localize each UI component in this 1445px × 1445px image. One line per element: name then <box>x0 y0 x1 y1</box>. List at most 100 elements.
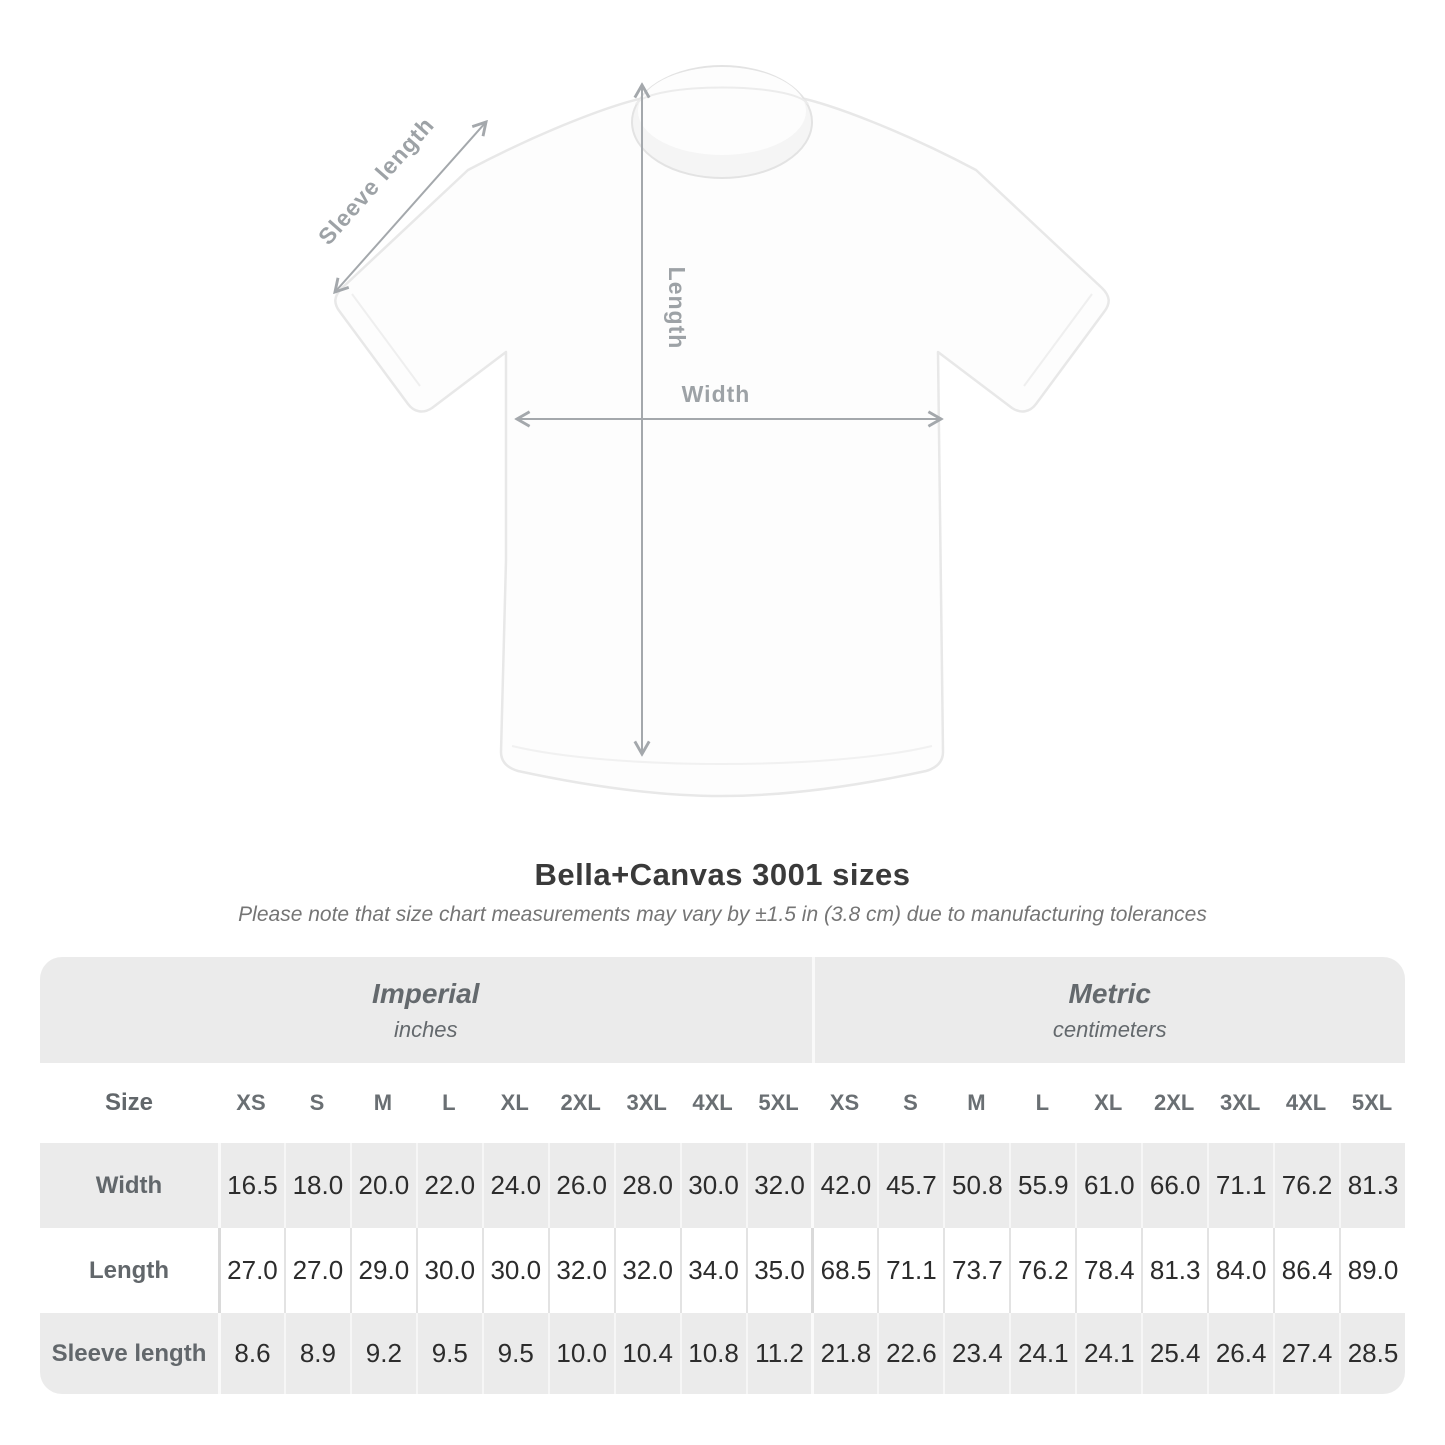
value-cell: 81.3 <box>1141 1228 1207 1313</box>
row-label: Sleeve length <box>51 1339 207 1367</box>
value-cell: 84.0 <box>1207 1228 1273 1313</box>
right-sleeve-hem <box>1023 293 1093 387</box>
tshirt-measurement-diagram: Sleeve length Length Width <box>313 65 1110 798</box>
value-cell: 50.8 <box>943 1143 1009 1228</box>
page-title: Bella+Canvas 3001 sizes <box>534 857 911 892</box>
value-cell: 76.2 <box>1009 1228 1075 1313</box>
value-cell: 89.0 <box>1339 1228 1405 1313</box>
size-table: Imperial inches Metric centimeters Size X… <box>40 957 1405 1394</box>
value-cell: 9.5 <box>415 1313 482 1394</box>
imperial-section-header: Imperial inches <box>40 957 812 1063</box>
width-row: Width 16.5 18.0 20.0 22.0 24.0 26.0 28.0 30.0 32.… <box>40 1143 1405 1228</box>
value-cell: 32.0 <box>547 1228 614 1313</box>
size-header-imperial-3xl: 3XL <box>626 1090 667 1115</box>
value-cell: 27.4 <box>1273 1313 1339 1394</box>
metric-section-header: Metric centimeters <box>811 957 1406 1063</box>
value-cell: 61.0 <box>1075 1143 1141 1228</box>
size-header-metric-xs: XS <box>829 1090 860 1115</box>
collar-back-panel <box>638 67 806 155</box>
size-column-header: Size <box>104 1089 154 1116</box>
value-cell: 81.3 <box>1339 1143 1405 1228</box>
value-cell: 18.0 <box>283 1143 350 1228</box>
size-header-imperial-m: M <box>373 1090 393 1115</box>
size-header-metric-xl: XL <box>1094 1090 1123 1115</box>
value-cell: 34.0 <box>679 1228 746 1313</box>
value-cell: 28.5 <box>1339 1313 1405 1394</box>
bottom-hem-stitch <box>511 745 933 765</box>
left-sleeve-hem <box>351 293 421 387</box>
metric-title: Metric <box>1068 977 1151 1009</box>
value-cell: 55.9 <box>1009 1143 1075 1228</box>
value-cell: 9.5 <box>481 1313 548 1394</box>
value-cell: 73.7 <box>943 1228 1009 1313</box>
value-cell: 24.1 <box>1075 1313 1141 1394</box>
size-header-imperial-s: S <box>309 1090 325 1115</box>
size-header-metric-l: L <box>1035 1090 1050 1115</box>
size-header-metric-3xl: 3XL <box>1219 1090 1261 1115</box>
size-header-metric-s: S <box>903 1090 918 1115</box>
sleeve-length-row: Sleeve length 8.6 8.9 9.2 9.5 9.5 10.0 10.4 10.8… <box>40 1313 1405 1394</box>
value-cell: 24.0 <box>481 1143 548 1228</box>
size-header-metric-2xl: 2XL <box>1154 1090 1195 1115</box>
value-cell: 68.5 <box>811 1228 877 1313</box>
value-cell: 30.0 <box>679 1143 746 1228</box>
width-label: Width <box>682 381 751 407</box>
value-cell: 26.4 <box>1207 1313 1273 1394</box>
unit-header-row: Imperial inches Metric centimeters <box>40 957 1405 1063</box>
value-cell: 76.2 <box>1273 1143 1339 1228</box>
metric-unit: centimeters <box>1052 1016 1167 1042</box>
value-cell: 8.6 <box>218 1313 284 1394</box>
value-cell: 71.1 <box>877 1228 943 1313</box>
value-cell: 16.5 <box>218 1143 284 1228</box>
size-header-imperial-5xl: 5XL <box>758 1090 799 1115</box>
sleeve-length-arrow <box>335 122 486 292</box>
value-cell: 45.7 <box>877 1143 943 1228</box>
value-cell: 24.1 <box>1009 1313 1075 1394</box>
size-header-metric-4xl: 4XL <box>1285 1090 1327 1115</box>
value-cell: 11.2 <box>745 1313 812 1394</box>
value-cell: 29.0 <box>349 1228 416 1313</box>
row-label: Length <box>89 1256 169 1284</box>
size-header-imperial-4xl: 4XL <box>692 1090 733 1115</box>
value-cell: 32.0 <box>745 1143 812 1228</box>
value-cell: 21.8 <box>811 1313 877 1394</box>
value-cell: 66.0 <box>1141 1143 1207 1228</box>
value-cell: 27.0 <box>283 1228 350 1313</box>
row-label: Width <box>95 1171 163 1199</box>
value-cell: 27.0 <box>218 1228 284 1313</box>
imperial-title: Imperial <box>372 977 480 1009</box>
size-header-metric-5xl: 5XL <box>1351 1090 1393 1115</box>
value-cell: 30.0 <box>481 1228 548 1313</box>
tolerance-note: Please note that size chart measurements… <box>238 903 1207 926</box>
size-header-metric-m: M <box>967 1090 986 1115</box>
value-cell: 42.0 <box>811 1143 877 1228</box>
value-cell: 28.0 <box>613 1143 680 1228</box>
value-cell: 10.8 <box>679 1313 746 1394</box>
size-header-imperial-l: L <box>442 1090 456 1115</box>
size-header-imperial-2xl: 2XL <box>560 1090 601 1115</box>
value-cell: 78.4 <box>1075 1228 1141 1313</box>
size-header-imperial-xs: XS <box>236 1090 266 1115</box>
value-cell: 32.0 <box>613 1228 680 1313</box>
value-cell: 10.4 <box>613 1313 680 1394</box>
tshirt-outline <box>334 65 1110 798</box>
value-cell: 25.4 <box>1141 1313 1207 1394</box>
value-cell: 8.9 <box>283 1313 350 1394</box>
value-cell: 26.0 <box>547 1143 614 1228</box>
length-label: Length <box>664 267 690 350</box>
value-cell: 22.6 <box>877 1313 943 1394</box>
value-cell: 22.0 <box>415 1143 482 1228</box>
value-cell: 10.0 <box>547 1313 614 1394</box>
value-cell: 9.2 <box>349 1313 416 1394</box>
tshirt-diagram-svg: Sleeve length Length Width <box>313 65 1110 798</box>
value-cell: 23.4 <box>943 1313 1009 1394</box>
size-header-row: Size XS S M L XL 2XL 3XL 4XL 5XL XS S M L XL 2XL 3XL 4XL 5… <box>40 1063 1405 1143</box>
imperial-unit: inches <box>393 1016 458 1042</box>
value-cell: 71.1 <box>1207 1143 1273 1228</box>
length-row: Length 27.0 27.0 29.0 30.0 30.0 32.0 32.0 34.0 35… <box>40 1228 1405 1313</box>
value-cell: 30.0 <box>415 1228 482 1313</box>
value-cell: 86.4 <box>1273 1228 1339 1313</box>
measurement-arrows <box>335 85 941 754</box>
value-cell: 35.0 <box>745 1228 812 1313</box>
